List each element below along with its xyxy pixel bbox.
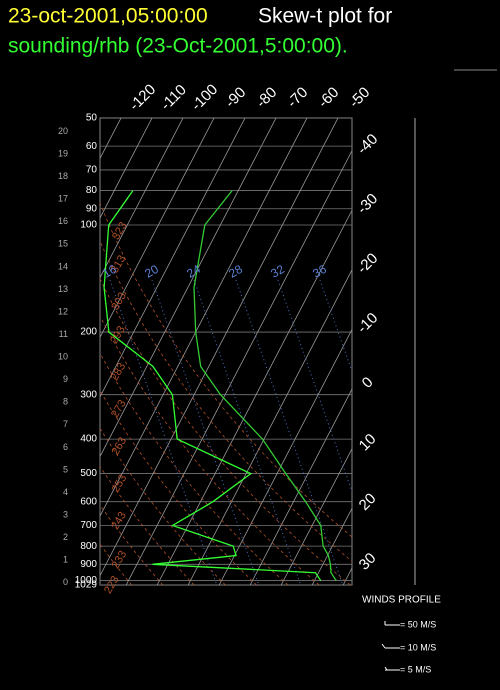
y-tick-label: 70 bbox=[86, 165, 98, 176]
isotherm bbox=[100, 118, 184, 279]
dry-adiabat bbox=[100, 277, 351, 585]
y-tick-label: 500 bbox=[80, 468, 97, 479]
y-tick-label: 700 bbox=[80, 520, 97, 531]
y2-tick-label: 3 bbox=[63, 509, 68, 519]
legend-item: = 5 M/S bbox=[400, 664, 431, 674]
y2-tick-label: 10 bbox=[58, 352, 68, 362]
y2-tick-label: 1 bbox=[63, 555, 68, 565]
y2-tick-label: 16 bbox=[58, 216, 68, 226]
mixing-label: 32 bbox=[268, 262, 287, 281]
mixing-label: 20 bbox=[142, 262, 161, 281]
barb-10 bbox=[381, 643, 400, 649]
mixing-label: 28 bbox=[226, 262, 245, 281]
y2-tick-label: 20 bbox=[58, 126, 68, 136]
dry-adiabat bbox=[100, 352, 289, 585]
barb-5 bbox=[384, 666, 400, 671]
isotherm bbox=[218, 328, 352, 585]
isotherm bbox=[100, 118, 308, 517]
sounding-line bbox=[193, 190, 337, 581]
y2-tick-label: 2 bbox=[63, 532, 68, 542]
y-tick-label: 900 bbox=[80, 559, 97, 570]
y-tick-label: 600 bbox=[80, 496, 97, 507]
y-tick-label: 80 bbox=[86, 185, 98, 196]
y2-tick-label: 11 bbox=[59, 329, 68, 339]
y2-tick-label: 4 bbox=[63, 487, 68, 497]
isotherm bbox=[187, 269, 352, 585]
dry-adiabat bbox=[100, 389, 257, 585]
y2-tick-label: 8 bbox=[63, 397, 68, 407]
mixing-label: 36 bbox=[310, 262, 329, 281]
mixing-label: 24 bbox=[184, 262, 203, 281]
isotherm bbox=[100, 118, 246, 398]
y-tick-label: 100 bbox=[80, 220, 97, 231]
isotherm bbox=[125, 149, 352, 585]
y2-tick-label: 6 bbox=[63, 442, 68, 452]
plot-area bbox=[100, 118, 352, 585]
sounding-line bbox=[103, 190, 322, 581]
mixing-label: 16 bbox=[100, 262, 119, 281]
y-tick-label: 800 bbox=[80, 541, 97, 552]
isotherm bbox=[100, 118, 215, 339]
y-tick-label: 1029 bbox=[75, 580, 98, 591]
dry-adiabat bbox=[100, 240, 352, 562]
isotherm bbox=[100, 118, 339, 577]
isotherm bbox=[156, 209, 352, 585]
dry-adiabat bbox=[100, 427, 226, 585]
isotherm bbox=[280, 447, 352, 585]
y2-tick-label: 19 bbox=[58, 148, 68, 158]
y-tick-label: 50 bbox=[86, 113, 98, 124]
isotherm bbox=[100, 118, 153, 219]
legend-title: WINDS PROFILE bbox=[362, 595, 441, 606]
y2-tick-label: 9 bbox=[63, 374, 68, 384]
y2-tick-label: 18 bbox=[58, 171, 68, 181]
legend-item: = 10 M/S bbox=[400, 642, 436, 652]
y2-tick-label: 12 bbox=[58, 306, 68, 316]
y2-tick-label: 13 bbox=[58, 284, 68, 294]
y-tick-label: 400 bbox=[80, 434, 97, 445]
y2-tick-label: 5 bbox=[63, 464, 68, 474]
y2-tick-label: 17 bbox=[58, 194, 68, 204]
y2-tick-label: 15 bbox=[58, 239, 68, 249]
y-tick-label: 60 bbox=[86, 141, 98, 152]
y2-tick-label: 14 bbox=[58, 261, 68, 271]
y-tick-label: 90 bbox=[86, 203, 98, 214]
y2-tick-label: 0 bbox=[63, 577, 68, 587]
isotherm bbox=[249, 388, 352, 585]
y2-tick-label: 7 bbox=[63, 419, 68, 429]
title-time: 23-oct-2001,05:00:00 bbox=[8, 5, 208, 28]
dry-adiabat bbox=[100, 465, 195, 585]
chart-subtitle: sounding/rhb (23-Oct-2001,5:00:00). bbox=[8, 35, 348, 58]
legend-item: = 50 M/S bbox=[400, 619, 436, 629]
y-tick-label: 1000 bbox=[75, 575, 98, 586]
y-tick-label: 200 bbox=[80, 327, 97, 338]
isotherm bbox=[100, 118, 277, 458]
barb-50 bbox=[384, 621, 400, 626]
legend-icons bbox=[381, 621, 400, 671]
y-tick-label: 300 bbox=[80, 389, 97, 400]
chart-title: Skew-t plot for bbox=[258, 5, 392, 28]
